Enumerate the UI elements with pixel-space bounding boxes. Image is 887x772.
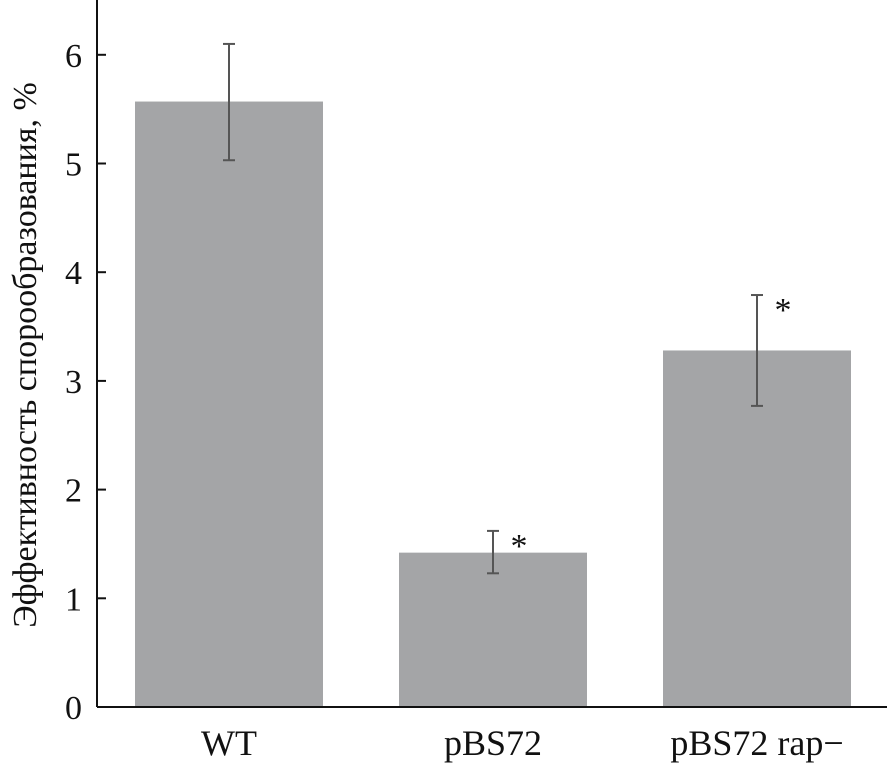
- y-tick-label: 1: [65, 581, 82, 618]
- y-axis-label: Эффективность спорообразования, %: [7, 82, 44, 628]
- error-bar-1: [223, 42, 235, 162]
- significance-marker-2: *: [511, 528, 528, 565]
- y-tick-label: 0: [65, 690, 82, 727]
- error-bar-3: [751, 294, 763, 407]
- y-tick-label: 3: [65, 364, 82, 401]
- bar-3: [663, 350, 851, 707]
- y-ticks: 0 1 2 3 4 5 6: [65, 38, 106, 727]
- bars-layer: [135, 101, 851, 707]
- error-bars-layer: [223, 42, 763, 575]
- x-tick-labels: WT pBS72 pBS72 rap−: [201, 723, 844, 763]
- error-bar-2: [487, 529, 499, 575]
- annotations-layer: **: [511, 292, 792, 565]
- x-tick-label: pBS72 rap−: [670, 723, 843, 763]
- x-tick-label: pBS72: [444, 723, 542, 763]
- bar-2: [399, 552, 587, 707]
- x-tick-label: WT: [201, 723, 257, 763]
- y-tick-label: 4: [65, 255, 82, 292]
- y-tick-label: 6: [65, 38, 82, 75]
- significance-marker-3: *: [775, 292, 792, 329]
- bar-1: [135, 101, 323, 707]
- axes: [96, 0, 887, 708]
- y-tick-label: 5: [65, 147, 82, 184]
- y-tick-label: 2: [65, 473, 82, 510]
